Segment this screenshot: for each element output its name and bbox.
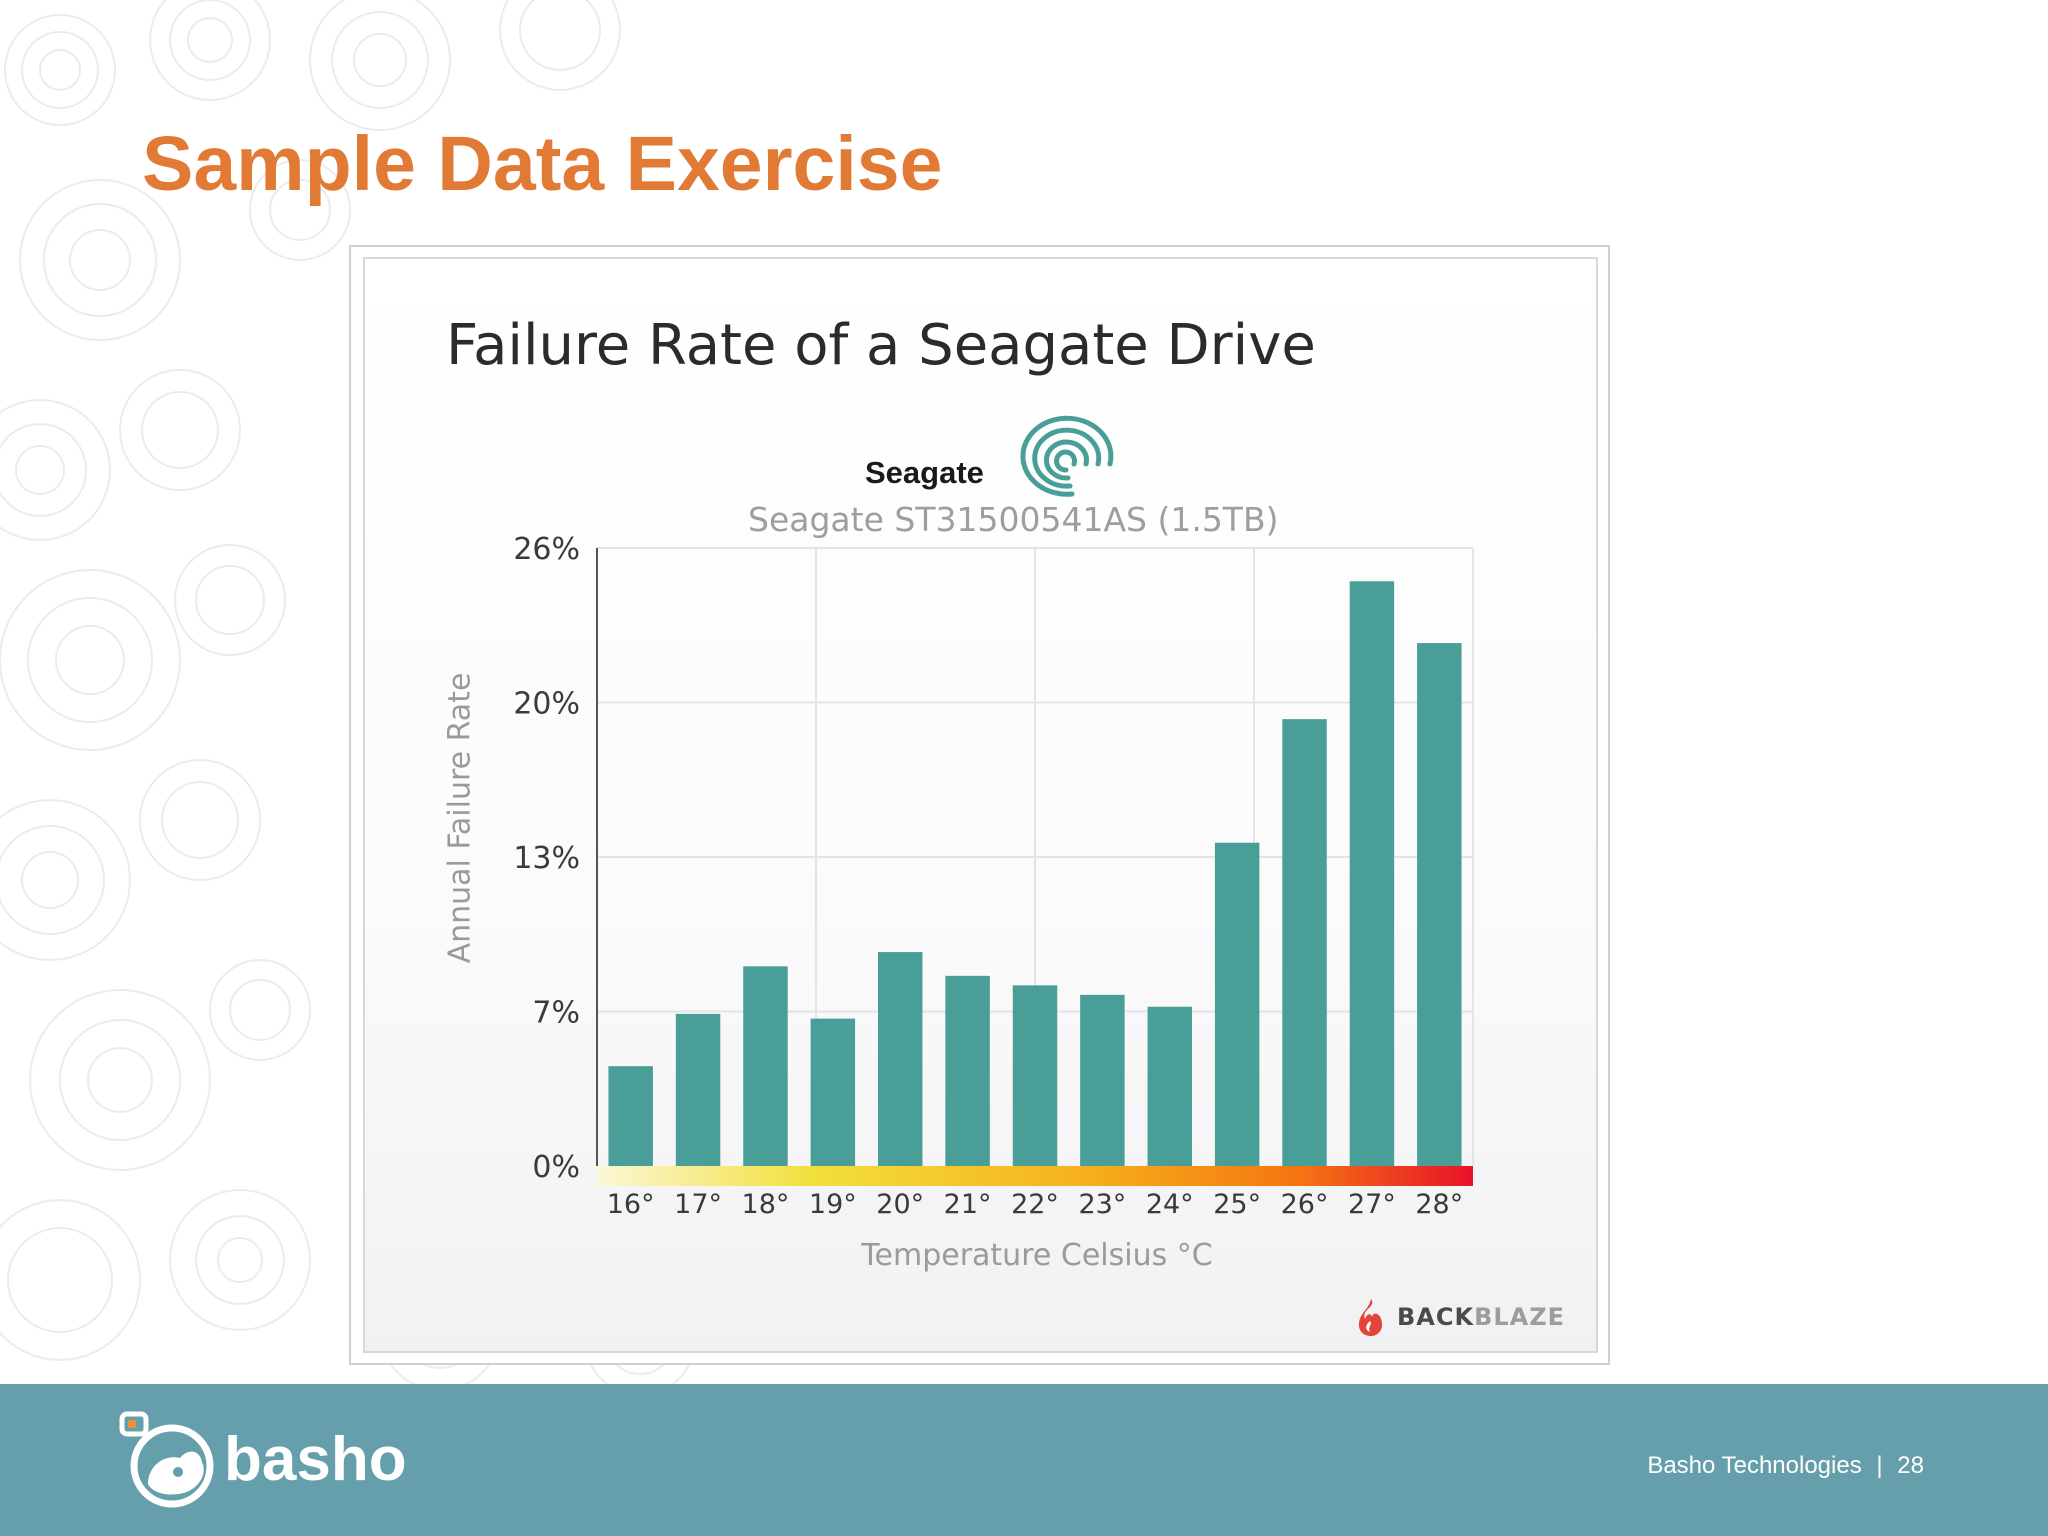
x-tick-label: 20°: [876, 1189, 924, 1220]
bar: [743, 966, 788, 1166]
footer-bar: [0, 1384, 2048, 1536]
bar: [675, 1013, 721, 1166]
bar: [608, 1066, 653, 1166]
bar: [1147, 1006, 1193, 1166]
bar: [1012, 985, 1058, 1166]
chart-title: Failure Rate of a Seagate Drive: [446, 313, 1316, 378]
x-tick-label: 27°: [1348, 1189, 1396, 1220]
seagate-wordmark: Seagate: [865, 455, 984, 490]
slide-title: Sample Data Exercise: [142, 121, 943, 207]
bar: [1282, 719, 1327, 1166]
x-tick-label: 17°: [674, 1189, 722, 1220]
x-tick-label: 23°: [1078, 1189, 1126, 1220]
credit-light: BLAZE: [1474, 1303, 1566, 1331]
x-tick-label: 16°: [607, 1189, 655, 1220]
credit-bold: BACK: [1397, 1303, 1475, 1331]
backblaze-credit: BACKBLAZE: [1355, 1293, 1565, 1341]
bar: [877, 952, 923, 1166]
y-tick-label: 26%: [513, 532, 580, 567]
background-pattern: [0, 0, 696, 1384]
backblaze-flame-icon: [1358, 1299, 1383, 1336]
seagate-logo-icon: [1020, 415, 1114, 497]
x-tick-label: 22°: [1011, 1189, 1059, 1220]
y-tick-label: 13%: [513, 841, 580, 876]
x-tick-label: 28°: [1415, 1189, 1463, 1220]
bar: [1349, 581, 1395, 1166]
company-name: Basho Technologies: [1647, 1452, 1862, 1479]
basho-wordmark: basho: [224, 1425, 407, 1494]
y-tick-label: 20%: [513, 687, 580, 722]
y-tick-label: 7%: [532, 996, 580, 1031]
temperature-gradient-strip: [597, 1166, 1473, 1186]
x-axis-label: Temperature Celsius °C: [861, 1238, 1213, 1273]
bar: [945, 975, 990, 1166]
y-tick-label: 0%: [532, 1150, 580, 1185]
bar: [1080, 994, 1125, 1166]
x-tick-label: 18°: [742, 1189, 790, 1220]
x-tick-label: 25°: [1213, 1189, 1261, 1220]
basho-logo-icon: [119, 1411, 214, 1508]
x-tick-label: 26°: [1281, 1189, 1329, 1220]
footer-caption: Basho Technologies | 28: [1647, 1452, 1924, 1480]
page-number: 28: [1897, 1452, 1924, 1479]
x-tick-label: 21°: [944, 1189, 992, 1220]
x-tick-label: 19°: [809, 1189, 857, 1220]
x-tick-label: 24°: [1146, 1189, 1194, 1220]
bar: [810, 1018, 856, 1166]
bar: [1214, 842, 1260, 1166]
chart-subtitle: Seagate ST31500541AS (1.5TB): [748, 500, 1279, 539]
bar: [1417, 643, 1462, 1166]
footer-separator: |: [1876, 1452, 1883, 1479]
